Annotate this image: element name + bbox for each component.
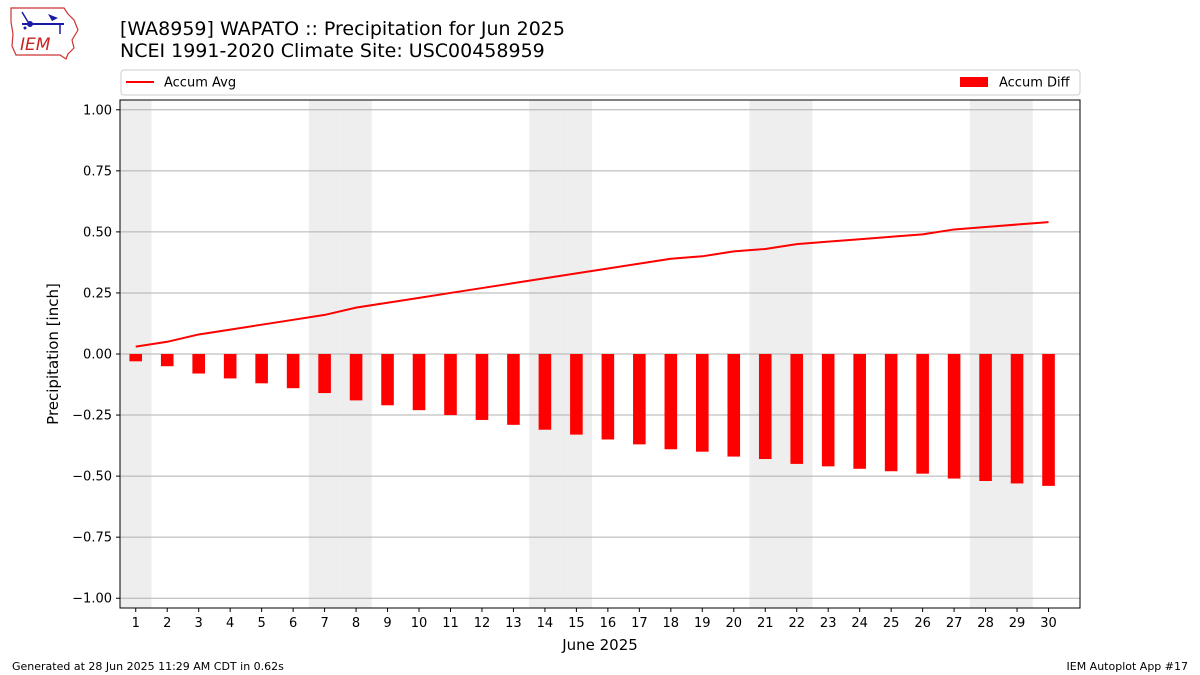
accum-diff-bar-8 bbox=[349, 354, 363, 401]
accum-diff-bar-4 bbox=[223, 354, 237, 379]
x-tick-label-28: 28 bbox=[977, 616, 994, 631]
x-tick-label-19: 19 bbox=[694, 616, 711, 631]
x-tick-label-16: 16 bbox=[600, 616, 617, 631]
accum-diff-bar-12 bbox=[475, 354, 489, 420]
x-tick-label-24: 24 bbox=[851, 616, 868, 631]
y-tick-label-4: 0.00 bbox=[83, 348, 112, 363]
accum-diff-bar-16 bbox=[601, 354, 615, 440]
x-tick-label-10: 10 bbox=[411, 616, 428, 631]
y-tick-label-5: −0.25 bbox=[72, 409, 112, 424]
accum-diff-bar-23 bbox=[821, 354, 835, 467]
y-tick-label-3: 0.25 bbox=[83, 286, 112, 301]
chart-title: [WA8959] WAPATO :: Precipitation for Jun… bbox=[120, 18, 565, 40]
iem-logo: IEM bbox=[8, 6, 80, 60]
y-tick-label-7: −0.75 bbox=[72, 531, 112, 546]
footer-app: IEM Autoplot App #17 bbox=[1066, 660, 1189, 673]
x-tick-label-20: 20 bbox=[725, 616, 742, 631]
accum-diff-bar-9 bbox=[381, 354, 394, 406]
y-tick-label-1: 0.75 bbox=[83, 164, 112, 179]
accum-diff-bar-2 bbox=[160, 354, 174, 367]
accum-diff-bar-29 bbox=[1010, 354, 1024, 484]
y-axis-label: Precipitation [inch] bbox=[44, 283, 62, 425]
x-tick-label-8: 8 bbox=[352, 616, 360, 631]
x-tick-label-12: 12 bbox=[474, 616, 491, 631]
accum-diff-bar-14 bbox=[538, 354, 552, 430]
x-tick-label-21: 21 bbox=[757, 616, 774, 631]
x-tick-label-9: 9 bbox=[383, 616, 391, 631]
x-tick-label-2: 2 bbox=[163, 616, 171, 631]
x-tick-label-26: 26 bbox=[914, 616, 931, 631]
accum-avg-line-group bbox=[135, 221, 1049, 348]
x-tick-label-6: 6 bbox=[289, 616, 297, 631]
accum-diff-bar-26 bbox=[916, 354, 929, 474]
x-tick-label-5: 5 bbox=[257, 616, 265, 631]
y-tick-label-8: −1.00 bbox=[72, 592, 112, 607]
x-tick-label-18: 18 bbox=[663, 616, 680, 631]
x-tick-label-22: 22 bbox=[788, 616, 805, 631]
accum-diff-bar-5 bbox=[255, 354, 268, 384]
accum-diff-bar-3 bbox=[192, 354, 205, 374]
accum-avg-line bbox=[135, 221, 1049, 348]
accum-diff-bar-25 bbox=[884, 354, 898, 472]
accum-diff-bar-24 bbox=[853, 354, 866, 469]
accum-diff-bar-27 bbox=[947, 354, 961, 479]
accum-diff-bar-28 bbox=[979, 354, 992, 481]
legend-label-accum-avg: Accum Avg bbox=[164, 76, 236, 91]
accum-diff-bar-17 bbox=[633, 354, 646, 445]
y-tick-label-2: 0.50 bbox=[83, 225, 112, 240]
y-tick-label-6: −0.50 bbox=[72, 470, 112, 485]
x-tick-label-11: 11 bbox=[442, 616, 459, 631]
accum-diff-bar-22 bbox=[790, 354, 804, 464]
x-tick-label-30: 30 bbox=[1040, 616, 1057, 631]
accum-diff-bar-7 bbox=[318, 354, 331, 394]
x-tick-label-25: 25 bbox=[883, 616, 900, 631]
x-tick-label-1: 1 bbox=[132, 616, 140, 631]
accum-diff-bar-13 bbox=[507, 354, 520, 425]
accum-diff-bar-19 bbox=[696, 354, 709, 452]
legend: Accum Avg Accum Diff bbox=[120, 69, 1081, 96]
x-tick-label-14: 14 bbox=[537, 616, 554, 631]
accum-diff-bar-20 bbox=[727, 354, 741, 457]
chart-subtitle: NCEI 1991-2020 Climate Site: USC00458959 bbox=[120, 40, 545, 62]
legend-label-accum-diff: Accum Diff bbox=[999, 76, 1071, 91]
x-tick-label-27: 27 bbox=[946, 616, 963, 631]
x-tick-label-4: 4 bbox=[226, 616, 234, 631]
x-tick-label-17: 17 bbox=[631, 616, 648, 631]
accum-diff-bar-6 bbox=[286, 354, 300, 389]
y-tick-label-0: 1.00 bbox=[83, 103, 112, 118]
x-tick-label-7: 7 bbox=[320, 616, 328, 631]
accum-diff-bar-10 bbox=[412, 354, 426, 411]
accum-diff-bar-21 bbox=[758, 354, 772, 460]
x-tick-label-23: 23 bbox=[820, 616, 837, 631]
x-tick-label-13: 13 bbox=[505, 616, 522, 631]
accum-diff-bar-18 bbox=[664, 354, 678, 450]
axes: 1.00 0.75 0.50 0.25 0.00 −0.25 −0.50 −0.75 −1.00… bbox=[72, 99, 1081, 631]
x-tick-label-29: 29 bbox=[1009, 616, 1026, 631]
accum-diff-bar-11 bbox=[444, 354, 457, 416]
accum-diff-bar-30 bbox=[1042, 354, 1055, 486]
accum-diff-bar-1 bbox=[129, 354, 143, 362]
footer-generated: Generated at 28 Jun 2025 11:29 AM CDT in… bbox=[12, 660, 284, 673]
accum-diff-bar-15 bbox=[570, 354, 583, 435]
legend-bar-swatch bbox=[960, 77, 988, 87]
accum-diff-bars bbox=[129, 354, 1055, 486]
logo-text: IEM bbox=[20, 35, 51, 55]
x-tick-label-3: 3 bbox=[195, 616, 203, 631]
x-axis-label: June 2025 bbox=[561, 636, 638, 654]
x-tick-label-15: 15 bbox=[568, 616, 585, 631]
